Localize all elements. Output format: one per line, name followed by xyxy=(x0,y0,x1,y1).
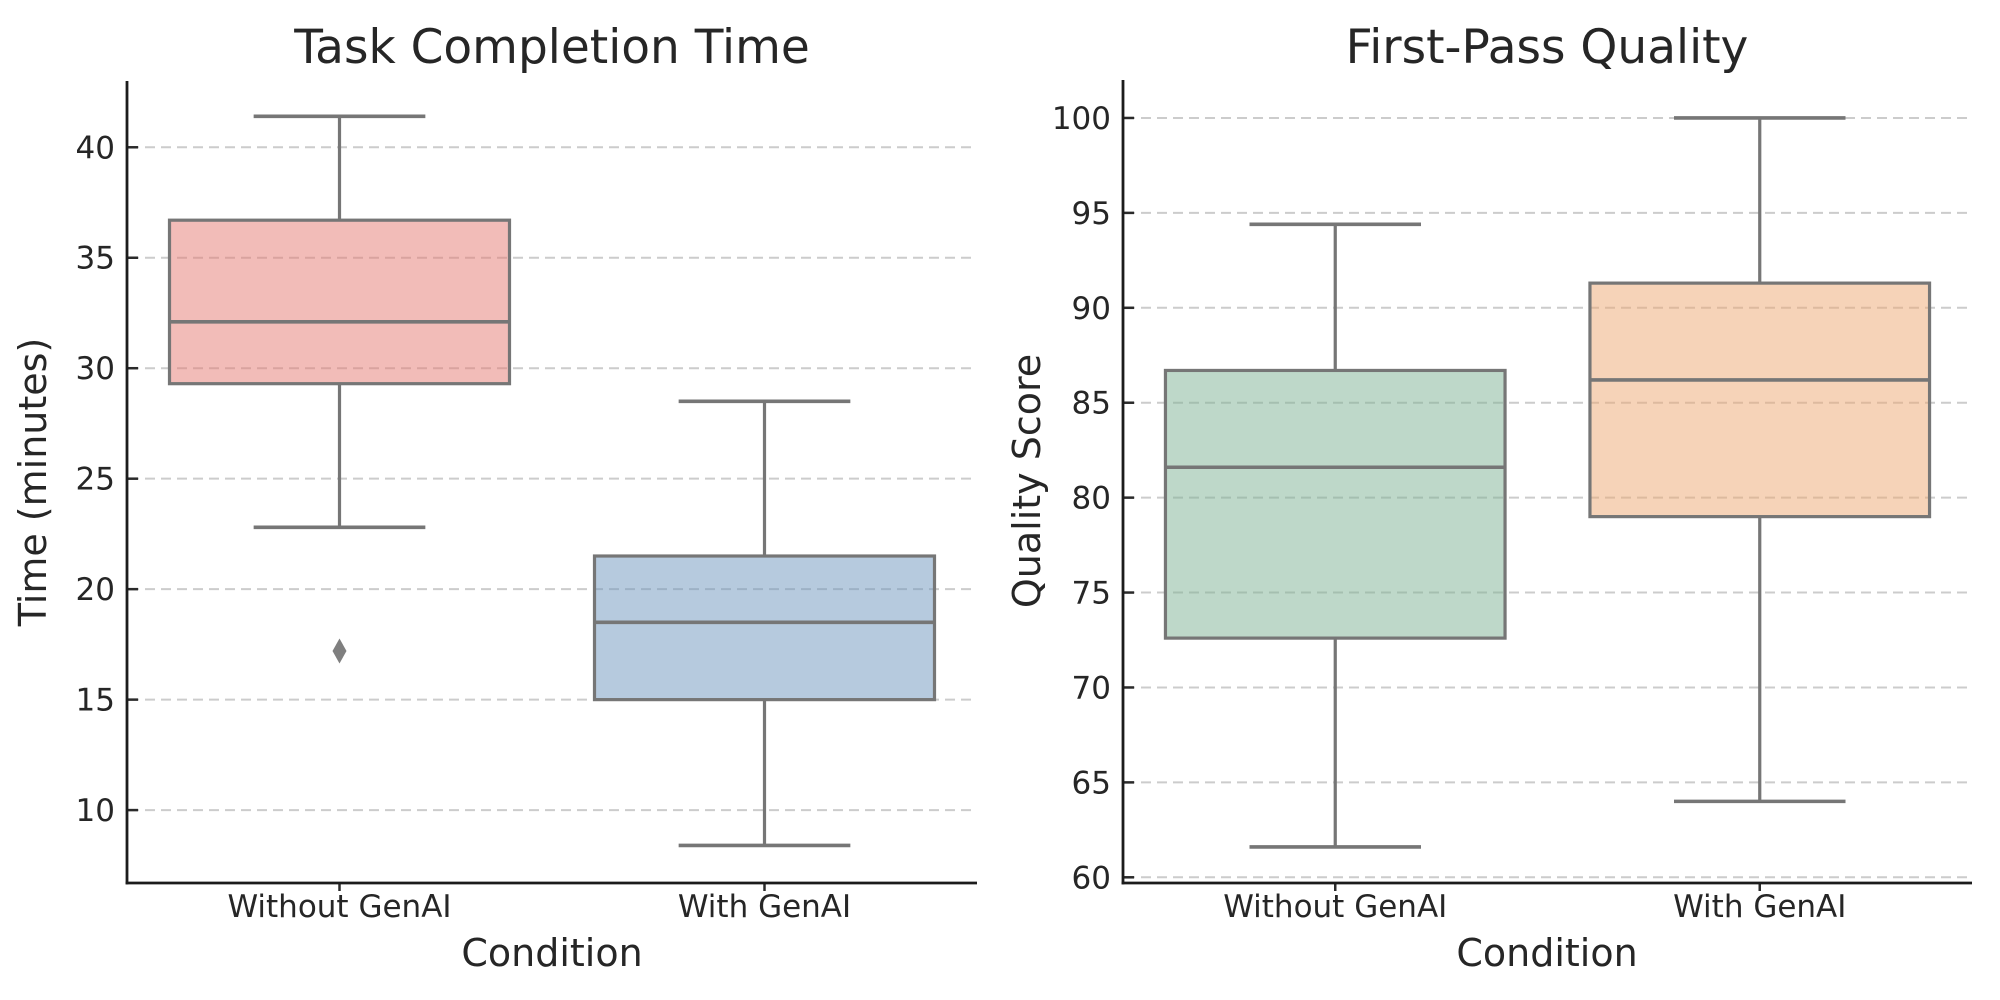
y-tick-label: 100 xyxy=(1052,101,1111,137)
x-axis-label: Condition xyxy=(461,931,642,975)
y-tick-label: 95 xyxy=(1072,196,1111,232)
iqr-box xyxy=(167,218,512,386)
y-tick-label: 30 xyxy=(76,351,115,387)
y-tick-label: 15 xyxy=(76,683,115,719)
y-tick-label: 35 xyxy=(76,241,115,277)
y-tick-label: 10 xyxy=(76,793,115,829)
y-tick-label: 40 xyxy=(76,130,115,166)
x-tick-label: Without GenAI xyxy=(227,889,451,925)
y-tick-label: 70 xyxy=(1072,670,1111,706)
y-tick-label: 60 xyxy=(1072,860,1111,896)
plot-area: 10 15 20 25 30 35 40 Without GenAI With GenAI xyxy=(76,81,977,925)
outlier-diamond xyxy=(332,638,347,664)
y-tick-label: 65 xyxy=(1072,765,1111,801)
subplot-first-pass-quality: 60 65 70 75 80 85 90 95 100 Without GenAI With Gen… xyxy=(1005,20,1972,975)
y-axis-label: Time (minutes) xyxy=(11,338,55,628)
iqr-box xyxy=(1588,281,1932,519)
y-tick-label: 80 xyxy=(1072,481,1111,517)
x-axis-label: Condition xyxy=(1456,931,1637,975)
plot-title: Task Completion Time xyxy=(293,20,810,75)
y-axis-label: Quality Score xyxy=(1005,354,1049,608)
x-tick-label: With GenAI xyxy=(678,889,851,925)
y-tick-label: 90 xyxy=(1072,291,1111,327)
y-tick-label: 75 xyxy=(1072,576,1111,612)
y-tick-label: 85 xyxy=(1072,386,1111,422)
plot-area: 60 65 70 75 80 85 90 95 100 Without GenAI With Gen… xyxy=(1052,80,1972,925)
x-tick-label: Without GenAI xyxy=(1223,889,1447,925)
subplot-task-completion-time: 10 15 20 25 30 35 40 Without GenAI With GenAI Ta… xyxy=(11,20,977,975)
y-tick-label: 25 xyxy=(76,462,115,498)
iqr-box xyxy=(592,554,937,702)
iqr-box xyxy=(1163,368,1507,640)
x-tick-label: With GenAI xyxy=(1673,889,1846,925)
plot-title: First-Pass Quality xyxy=(1346,20,1749,75)
y-tick-label: 20 xyxy=(76,572,115,608)
